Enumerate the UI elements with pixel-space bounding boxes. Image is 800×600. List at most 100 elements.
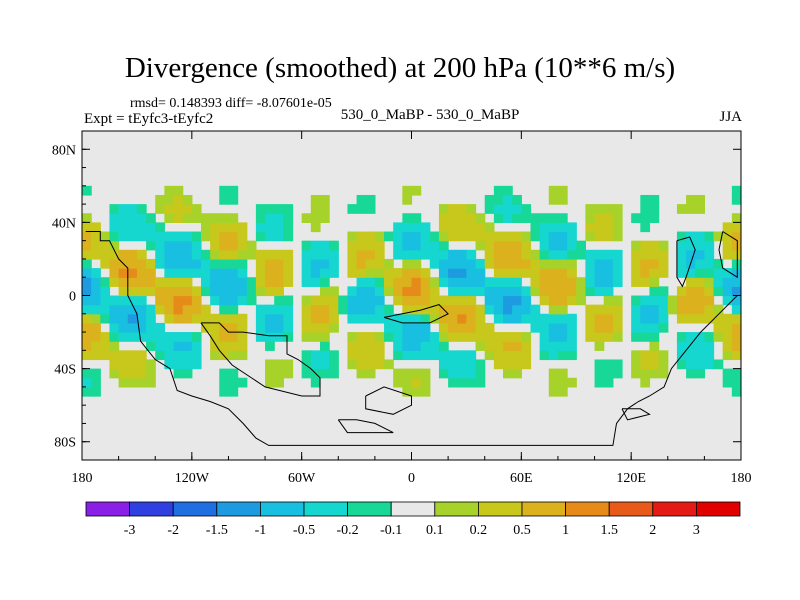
field-cell — [521, 240, 532, 251]
field-cell — [521, 213, 532, 223]
field-cell — [722, 368, 733, 379]
field-cell — [731, 258, 741, 269]
field-cell — [228, 268, 239, 278]
field-cell — [246, 249, 257, 260]
field-cell — [265, 359, 275, 370]
field-cell — [631, 295, 641, 306]
field-cell — [731, 240, 741, 251]
field-cell — [512, 249, 522, 260]
field-cell — [603, 222, 614, 233]
field-cell — [374, 332, 385, 342]
field-cell — [310, 213, 321, 223]
field-cell — [493, 359, 504, 370]
field-cell — [585, 204, 596, 214]
field-cell — [649, 313, 660, 324]
field-cell — [283, 231, 294, 242]
field-cell — [603, 231, 614, 242]
field-cell — [136, 368, 147, 379]
field-cell — [631, 240, 641, 251]
field-cell — [136, 295, 147, 306]
field-cell — [594, 359, 605, 370]
field-cell — [539, 341, 550, 351]
field-cell — [155, 194, 165, 205]
field-cell — [722, 231, 733, 242]
field-cell — [228, 277, 239, 287]
field-cell — [557, 350, 568, 361]
field-cell — [658, 322, 669, 333]
field-cell — [731, 304, 741, 315]
field-cell — [365, 341, 376, 351]
field-cell — [612, 231, 623, 242]
field-cell — [503, 185, 513, 196]
field-cell — [493, 249, 504, 260]
field-cell — [393, 332, 403, 342]
field-cell — [200, 286, 211, 297]
field-cell — [100, 350, 111, 361]
field-cell — [594, 341, 605, 351]
field-cell — [301, 258, 312, 269]
field-cell — [585, 304, 596, 315]
field-cell — [82, 322, 92, 333]
field-cell — [228, 194, 239, 205]
field-cell — [246, 295, 257, 306]
field-cell — [521, 313, 532, 324]
field-cell — [136, 350, 147, 361]
field-cell — [146, 359, 156, 370]
field-cell — [548, 277, 559, 287]
field-cell — [448, 286, 458, 297]
field-cell — [539, 332, 550, 342]
field-cell — [191, 231, 202, 242]
field-cell — [402, 222, 413, 233]
field-cell — [82, 240, 92, 251]
field-cell — [612, 258, 623, 269]
field-cell — [686, 350, 696, 361]
field-cell — [493, 231, 504, 242]
field-cell — [484, 194, 495, 205]
field-cell — [530, 249, 541, 260]
field-cell — [594, 268, 605, 278]
field-cell — [557, 194, 568, 205]
field-cell — [365, 368, 376, 379]
field-cell — [695, 332, 705, 342]
field-cell — [429, 350, 440, 361]
field-cell — [338, 295, 349, 306]
field-cell — [374, 341, 385, 351]
field-cell — [594, 204, 605, 214]
field-cell — [676, 359, 687, 370]
field-cell — [118, 368, 129, 379]
field-cell — [109, 332, 120, 342]
field-cell — [484, 222, 495, 233]
field-cell — [512, 240, 522, 251]
field-cell — [393, 341, 403, 351]
field-cell — [255, 332, 266, 342]
field-cell — [255, 268, 266, 278]
field-cell — [548, 268, 559, 278]
field-cell — [649, 350, 660, 361]
field-cell — [274, 377, 284, 388]
field-cell — [539, 268, 550, 278]
field-cell — [237, 350, 248, 361]
field-cell — [255, 313, 266, 324]
field-cell — [301, 277, 312, 287]
field-cell — [365, 304, 376, 315]
field-cell — [695, 249, 705, 260]
field-cell — [438, 249, 449, 260]
field-cell — [100, 286, 111, 297]
field-cell — [182, 213, 193, 223]
field-cell — [191, 350, 202, 361]
field-cell — [265, 368, 275, 379]
field-cell — [475, 341, 486, 351]
field-cell — [100, 295, 111, 306]
field-cell — [438, 277, 449, 287]
field-cell — [649, 249, 660, 260]
field-cell — [182, 313, 193, 324]
field-cell — [667, 304, 678, 315]
field-cell — [438, 213, 449, 223]
field-cell — [557, 249, 568, 260]
field-cell — [503, 332, 513, 342]
field-cell — [521, 231, 532, 242]
field-cell — [356, 231, 367, 242]
field-cell — [731, 277, 741, 287]
field-cell — [91, 268, 101, 278]
